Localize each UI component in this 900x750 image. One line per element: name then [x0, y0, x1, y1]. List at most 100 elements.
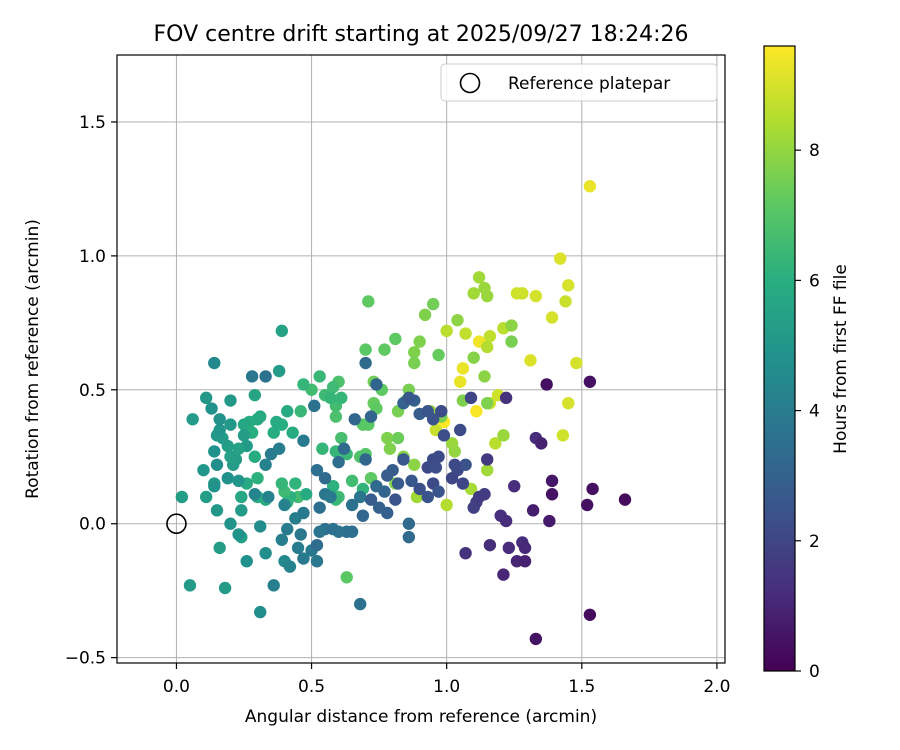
y-axis: −0.5 0.0 0.5 1.0 1.5 — [65, 113, 117, 669]
data-point — [378, 485, 391, 498]
data-point — [183, 579, 197, 592]
data-point — [483, 538, 497, 552]
data-point — [310, 463, 324, 477]
data-point — [335, 431, 348, 445]
data-point — [324, 391, 337, 405]
data-point — [354, 597, 367, 611]
data-point — [291, 541, 305, 555]
data-point — [440, 324, 453, 338]
data-point — [508, 480, 521, 493]
data-point — [440, 498, 453, 512]
data-point — [429, 461, 443, 474]
data-point — [478, 488, 491, 501]
data-point — [235, 504, 248, 517]
data-point — [432, 485, 445, 498]
data-point — [518, 541, 532, 555]
colorbar-tick-label: 4 — [809, 402, 820, 422]
data-point — [437, 429, 451, 442]
data-point — [545, 474, 559, 488]
data-point — [208, 356, 221, 370]
data-point — [232, 474, 245, 488]
data-point — [618, 493, 632, 506]
data-point — [389, 493, 402, 506]
data-point — [497, 429, 510, 442]
x-axis: 0.0 0.5 1.0 1.5 2.0 — [163, 663, 730, 697]
data-point — [518, 555, 532, 568]
data-point — [283, 560, 297, 573]
data-point — [299, 488, 313, 501]
data-point — [562, 396, 575, 410]
data-point — [286, 426, 299, 439]
data-point — [397, 453, 410, 466]
data-point — [402, 530, 416, 544]
data-point — [335, 391, 348, 405]
data-point — [535, 437, 548, 450]
data-point — [205, 402, 218, 415]
data-point — [426, 413, 440, 426]
data-point — [308, 399, 321, 413]
grid-lines — [117, 55, 725, 663]
colorbar-tick-label: 0 — [809, 662, 820, 682]
data-point — [224, 418, 237, 431]
x-tick-label: 1.5 — [568, 677, 595, 697]
data-point — [448, 458, 461, 471]
data-point — [329, 410, 343, 423]
data-point — [232, 442, 245, 455]
data-point — [583, 608, 597, 621]
data-point — [316, 442, 329, 455]
data-point — [408, 458, 421, 471]
data-point — [313, 525, 326, 538]
data-point — [275, 533, 289, 546]
data-point — [459, 546, 472, 560]
legend-marker — [459, 72, 481, 94]
data-point — [402, 391, 416, 405]
data-point — [526, 504, 540, 517]
x-tick-label: 0.0 — [163, 677, 190, 697]
y-tick-label: 0.0 — [79, 515, 106, 535]
data-point — [499, 514, 513, 528]
data-point — [218, 581, 232, 595]
data-point — [378, 343, 391, 356]
data-point — [359, 356, 372, 370]
data-point — [467, 287, 480, 300]
data-point — [543, 514, 556, 528]
y-tick-label: 0.5 — [79, 381, 106, 401]
data-point — [210, 504, 224, 517]
data-point — [456, 362, 470, 375]
x-tick-label: 0.5 — [298, 677, 325, 697]
data-point — [451, 313, 464, 327]
data-point — [199, 490, 213, 504]
data-point — [213, 541, 226, 555]
data-point — [580, 498, 594, 512]
data-point — [418, 308, 432, 322]
data-point — [553, 252, 567, 265]
data-point — [318, 471, 332, 485]
colorbar: 0 2 4 6 8 Hours from first FF file — [763, 45, 851, 682]
data-point — [232, 528, 245, 541]
data-point — [251, 471, 264, 485]
data-point — [372, 501, 386, 514]
data-point — [197, 463, 210, 477]
data-point — [272, 442, 286, 455]
data-point — [524, 354, 537, 367]
data-point — [313, 370, 326, 383]
data-point — [510, 287, 524, 300]
data-point — [459, 327, 472, 340]
data-point — [478, 370, 491, 383]
data-point — [224, 394, 237, 407]
x-tick-label: 2.0 — [703, 677, 730, 697]
plot-frame — [116, 54, 726, 664]
data-point — [383, 442, 397, 455]
data-point — [470, 405, 483, 418]
data-point — [248, 488, 262, 501]
data-point — [562, 279, 575, 292]
data-point — [362, 295, 375, 308]
data-point — [267, 579, 280, 592]
data-point — [332, 455, 345, 469]
data-point — [586, 482, 599, 496]
data-point — [267, 426, 280, 439]
data-point — [224, 517, 237, 530]
data-point — [464, 391, 478, 405]
data-point — [545, 311, 559, 324]
